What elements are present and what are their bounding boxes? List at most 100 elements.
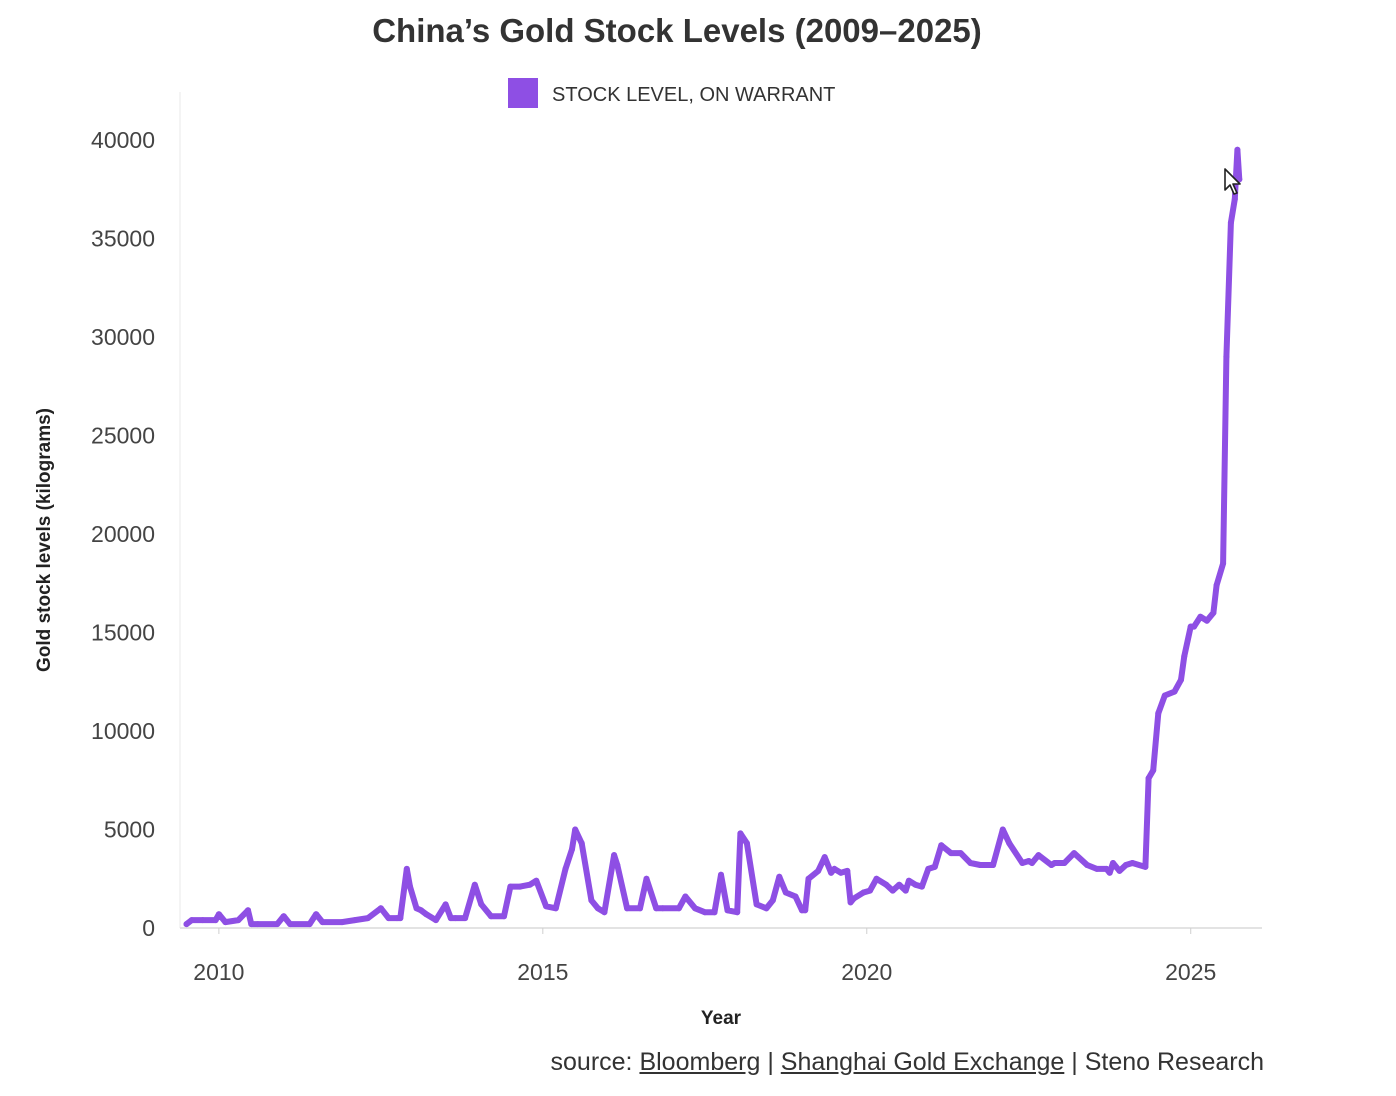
data-point	[1210, 609, 1217, 616]
mouse-pointer-icon	[1224, 168, 1241, 195]
data-point	[442, 901, 449, 908]
data-point	[572, 826, 579, 833]
data-point	[222, 919, 229, 926]
data-point	[805, 875, 812, 882]
data-point	[1116, 867, 1123, 874]
data-point	[821, 854, 828, 861]
data-point	[850, 895, 857, 902]
y-axis-title: Gold stock levels (kilograms)	[34, 408, 55, 672]
source-line: source: Bloomberg | Shanghai Gold Exchan…	[551, 1048, 1264, 1077]
source-link-bloomberg[interactable]: Bloomberg	[639, 1048, 761, 1076]
data-point	[280, 913, 287, 920]
y-tick-label: 20000	[91, 521, 155, 547]
data-point	[601, 909, 608, 916]
data-point	[614, 862, 621, 868]
data-point	[385, 915, 392, 922]
data-point	[675, 905, 682, 912]
data-point	[792, 893, 799, 900]
data-point	[1122, 862, 1129, 868]
source-steno-research: Steno Research	[1084, 1048, 1264, 1076]
data-point	[912, 881, 919, 888]
data-point	[1093, 865, 1100, 872]
data-point	[637, 905, 643, 912]
data-point	[999, 826, 1006, 833]
data-point	[287, 921, 294, 928]
source-separator: |	[1071, 1048, 1085, 1076]
y-tick-label: 35000	[91, 226, 155, 252]
source-link-shanghai-gold-exchange[interactable]: Shanghai Gold Exchange	[780, 1048, 1065, 1076]
data-point	[413, 905, 420, 912]
data-point	[552, 905, 559, 912]
data-point	[212, 917, 219, 924]
data-point	[533, 877, 540, 884]
data-point	[624, 905, 631, 912]
data-point	[397, 915, 404, 922]
data-point	[462, 915, 469, 922]
data-point	[594, 905, 601, 912]
data-point	[983, 862, 990, 868]
series-layer	[183, 146, 1243, 928]
data-point	[1106, 869, 1113, 876]
data-point	[682, 893, 689, 900]
data-point	[1054, 860, 1061, 866]
data-point	[643, 875, 650, 882]
data-point	[1129, 860, 1136, 866]
data-point	[724, 907, 731, 914]
data-point	[896, 881, 903, 888]
data-point	[188, 917, 195, 924]
data-point	[351, 917, 358, 924]
x-tick-label: 2020	[841, 959, 892, 985]
data-point	[844, 867, 851, 874]
data-point	[1155, 710, 1162, 717]
data-point	[1071, 850, 1078, 857]
data-point	[447, 915, 454, 922]
data-point	[215, 911, 222, 918]
data-point	[403, 865, 410, 872]
data-point	[313, 911, 320, 918]
data-point	[339, 919, 345, 926]
data-point	[254, 921, 261, 928]
data-point	[562, 865, 569, 872]
data-point	[588, 897, 595, 904]
data-point	[925, 865, 932, 872]
data-point	[753, 901, 760, 908]
data-point	[1084, 862, 1091, 868]
data-point	[248, 921, 255, 928]
data-point	[1006, 840, 1013, 847]
data-point	[701, 909, 708, 916]
data-point	[1161, 692, 1168, 699]
data-point	[1035, 852, 1042, 859]
source-separator: |	[767, 1048, 781, 1076]
data-point	[1142, 863, 1149, 870]
legend: STOCK LEVEL, ON WARRANT	[508, 78, 835, 108]
x-axis-title: Year	[701, 1008, 742, 1029]
x-axis-ticks: 2010 2015 2020 2025	[193, 928, 1216, 985]
data-point	[478, 901, 485, 908]
data-point	[902, 887, 909, 894]
data-point	[802, 907, 809, 914]
data-point	[737, 830, 744, 837]
series-line-stock-level	[183, 146, 1243, 928]
data-point	[1181, 653, 1188, 660]
data-point	[432, 917, 439, 924]
data-point	[931, 863, 938, 870]
data-point	[831, 865, 838, 872]
data-point	[873, 875, 880, 882]
data-point	[905, 877, 912, 884]
data-point	[743, 840, 750, 847]
legend-label: STOCK LEVEL, ON WARRANT	[552, 84, 835, 106]
y-tick-label: 0	[142, 915, 155, 941]
data-point	[517, 883, 524, 890]
data-point	[653, 905, 660, 912]
data-point	[1029, 860, 1035, 866]
data-point	[938, 842, 945, 849]
data-point	[990, 862, 997, 868]
data-point	[692, 905, 699, 912]
data-point	[1145, 775, 1152, 782]
data-point	[1223, 353, 1230, 360]
chart-title: China’s Gold Stock Levels (2009–2025)	[372, 12, 982, 49]
data-point	[860, 889, 867, 896]
y-tick-label: 25000	[91, 423, 155, 449]
y-tick-label: 10000	[91, 718, 155, 744]
